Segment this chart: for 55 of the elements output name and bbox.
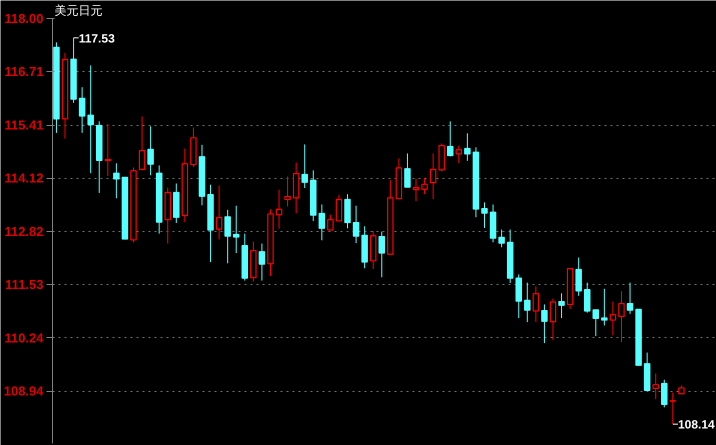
candlestick — [626, 282, 634, 314]
candlestick — [276, 189, 282, 230]
candlestick — [618, 290, 625, 343]
y-tick-label: 114.12 — [4, 170, 44, 186]
candlestick — [113, 162, 120, 199]
candlestick — [652, 373, 659, 400]
candlestick — [498, 229, 505, 248]
candlestick — [258, 243, 266, 282]
y-tick-label: 115.41 — [4, 118, 44, 133]
candlestick — [138, 116, 146, 170]
candlestick — [430, 152, 436, 200]
candlestick — [336, 194, 342, 222]
candlestick — [224, 209, 231, 264]
y-tick-label: 111.53 — [5, 277, 44, 292]
candlestick — [481, 202, 488, 228]
candlestick — [592, 309, 600, 337]
candlestick — [661, 379, 668, 408]
candlestick — [352, 205, 360, 244]
candlestick — [584, 282, 590, 314]
candlestick — [301, 144, 308, 189]
annotation: 117.53 — [78, 31, 116, 46]
candlestick — [550, 298, 556, 341]
y-tick-label: 110.24 — [4, 330, 44, 346]
y-tick-label: 118.00 — [4, 11, 44, 26]
candlestick — [284, 176, 291, 208]
candlestick — [78, 86, 86, 134]
candlestick — [421, 177, 428, 195]
candlestick — [610, 301, 616, 336]
candlestick — [524, 282, 531, 323]
candlestick — [327, 214, 334, 231]
candlestick — [412, 178, 420, 202]
candlestick — [532, 286, 540, 323]
y-tick-label: 116.71 — [4, 64, 44, 80]
candlestick — [446, 120, 454, 157]
candlestick — [575, 257, 582, 296]
candlestick — [216, 185, 222, 240]
candlestick — [515, 274, 522, 319]
candlestick — [318, 204, 326, 241]
candlestick — [104, 124, 112, 177]
candlestick — [378, 231, 386, 278]
y-tick-label: 112.82 — [4, 224, 44, 240]
candlestick — [558, 292, 565, 319]
candlestick — [404, 152, 411, 188]
chart-title: 美元日元 — [54, 4, 102, 18]
candlestick — [464, 132, 471, 162]
candlestick — [541, 304, 548, 344]
candlestick — [232, 205, 240, 254]
candlestick — [147, 126, 154, 176]
y-tick-label: 108.94 — [4, 384, 44, 399]
candlestick — [456, 145, 462, 164]
candlestick — [344, 194, 351, 229]
annotation: 108.14 — [678, 418, 716, 432]
candlestick — [670, 392, 676, 425]
candlestick — [87, 64, 94, 174]
candlestick — [601, 288, 608, 326]
